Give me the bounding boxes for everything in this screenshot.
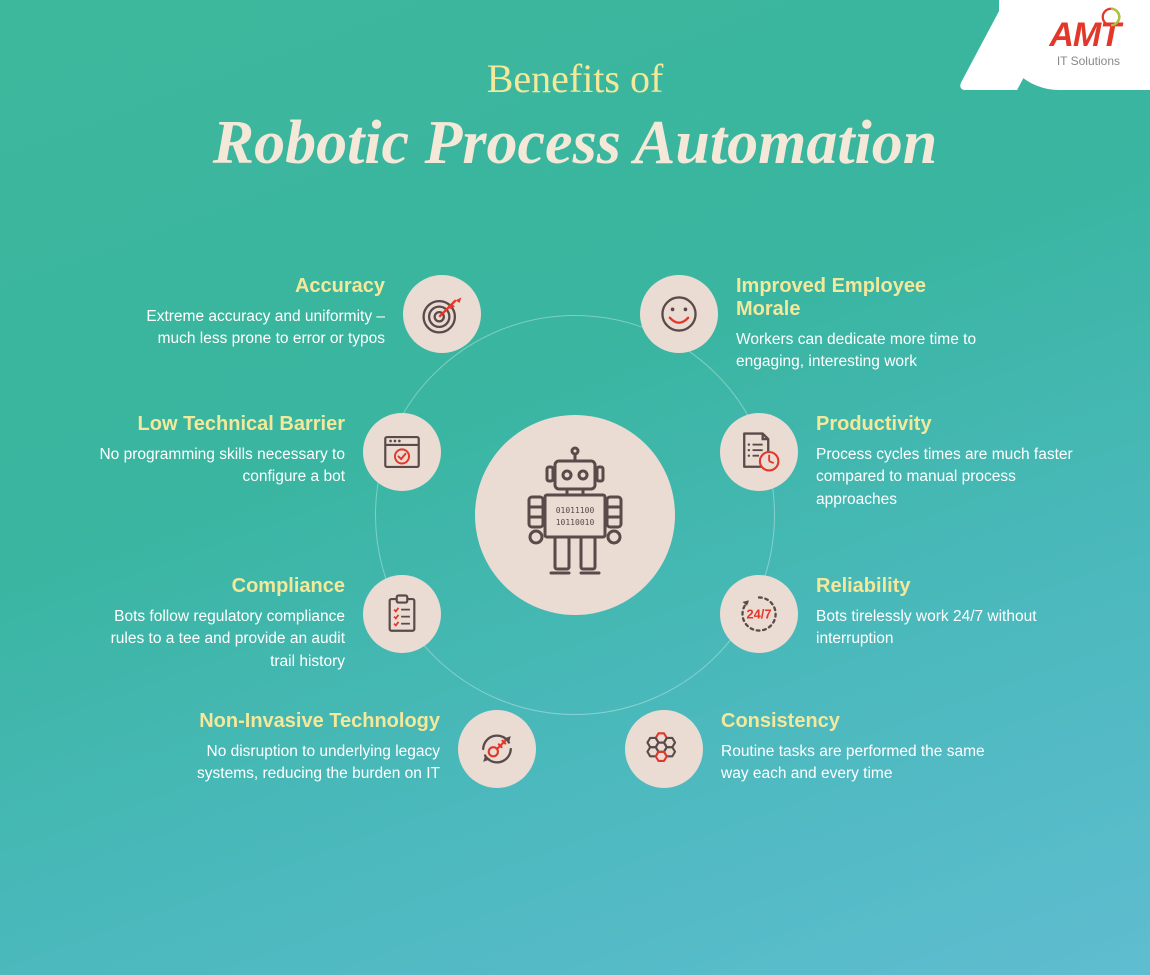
- benefit-non-invasive: Non-Invasive Technology No disruption to…: [160, 710, 536, 788]
- svg-text:24/7: 24/7: [746, 607, 771, 622]
- diagram: 01011100 10110010 Accuracy Extreme accur…: [0, 245, 1150, 945]
- benefit-desc: No programming skills necessary to confi…: [85, 444, 345, 489]
- benefit-desc: Process cycles times are much faster com…: [816, 444, 1076, 511]
- title-block: Benefits of Robotic Process Automation: [0, 55, 1150, 179]
- title-line1: Benefits of: [0, 55, 1150, 102]
- logo-swirl-icon: [1100, 6, 1122, 28]
- svg-text:10110010: 10110010: [556, 518, 595, 527]
- benefit-desc: Routine tasks are performed the same way…: [721, 741, 1001, 786]
- smile-icon: [640, 275, 718, 353]
- robot-icon: 01011100 10110010: [515, 445, 635, 585]
- doc-clock-icon: [720, 413, 798, 491]
- svg-text:01011100: 01011100: [556, 506, 595, 515]
- key-cycle-icon: [458, 710, 536, 788]
- benefit-desc: Bots follow regulatory compliance rules …: [85, 606, 345, 673]
- benefit-desc: Extreme accuracy and uniformity – much l…: [125, 306, 385, 351]
- benefit-consistency: Consistency Routine tasks are performed …: [625, 710, 1001, 788]
- clipboard-icon: [363, 575, 441, 653]
- target-icon: [403, 275, 481, 353]
- benefit-accuracy: Accuracy Extreme accuracy and uniformity…: [125, 275, 481, 353]
- benefit-title: Consistency: [721, 710, 1001, 733]
- benefit-desc: Bots tirelessly work 24/7 without interr…: [816, 606, 1076, 651]
- benefit-title: Non-Invasive Technology: [160, 710, 440, 733]
- hexagons-icon: [625, 710, 703, 788]
- benefit-title: Reliability: [816, 575, 1076, 598]
- benefit-productivity: Productivity Process cycles times are mu…: [720, 413, 1076, 511]
- benefit-desc: No disruption to underlying legacy syste…: [160, 741, 440, 786]
- center-robot-circle: 01011100 10110010: [475, 415, 675, 615]
- browser-check-icon: [363, 413, 441, 491]
- benefit-title: Accuracy: [125, 275, 385, 298]
- benefit-title: Low Technical Barrier: [85, 413, 345, 436]
- benefit-reliability: 24/7 Reliability Bots tirelessly work 24…: [720, 575, 1076, 653]
- benefit-low-barrier: Low Technical Barrier No programming ski…: [85, 413, 441, 491]
- 247-icon: 24/7: [720, 575, 798, 653]
- benefit-desc: Workers can dedicate more time to engagi…: [736, 329, 996, 374]
- title-line2: Robotic Process Automation: [0, 108, 1150, 179]
- logo-subtitle: IT Solutions: [1049, 54, 1120, 68]
- benefit-title: Productivity: [816, 413, 1076, 436]
- benefit-title: Improved Employee Morale: [736, 275, 996, 321]
- benefit-title: Compliance: [85, 575, 345, 598]
- benefit-compliance: Compliance Bots follow regulatory compli…: [85, 575, 441, 673]
- benefit-morale: Improved Employee Morale Workers can ded…: [640, 275, 996, 374]
